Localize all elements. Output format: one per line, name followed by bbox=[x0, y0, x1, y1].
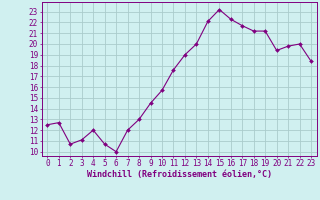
X-axis label: Windchill (Refroidissement éolien,°C): Windchill (Refroidissement éolien,°C) bbox=[87, 170, 272, 179]
